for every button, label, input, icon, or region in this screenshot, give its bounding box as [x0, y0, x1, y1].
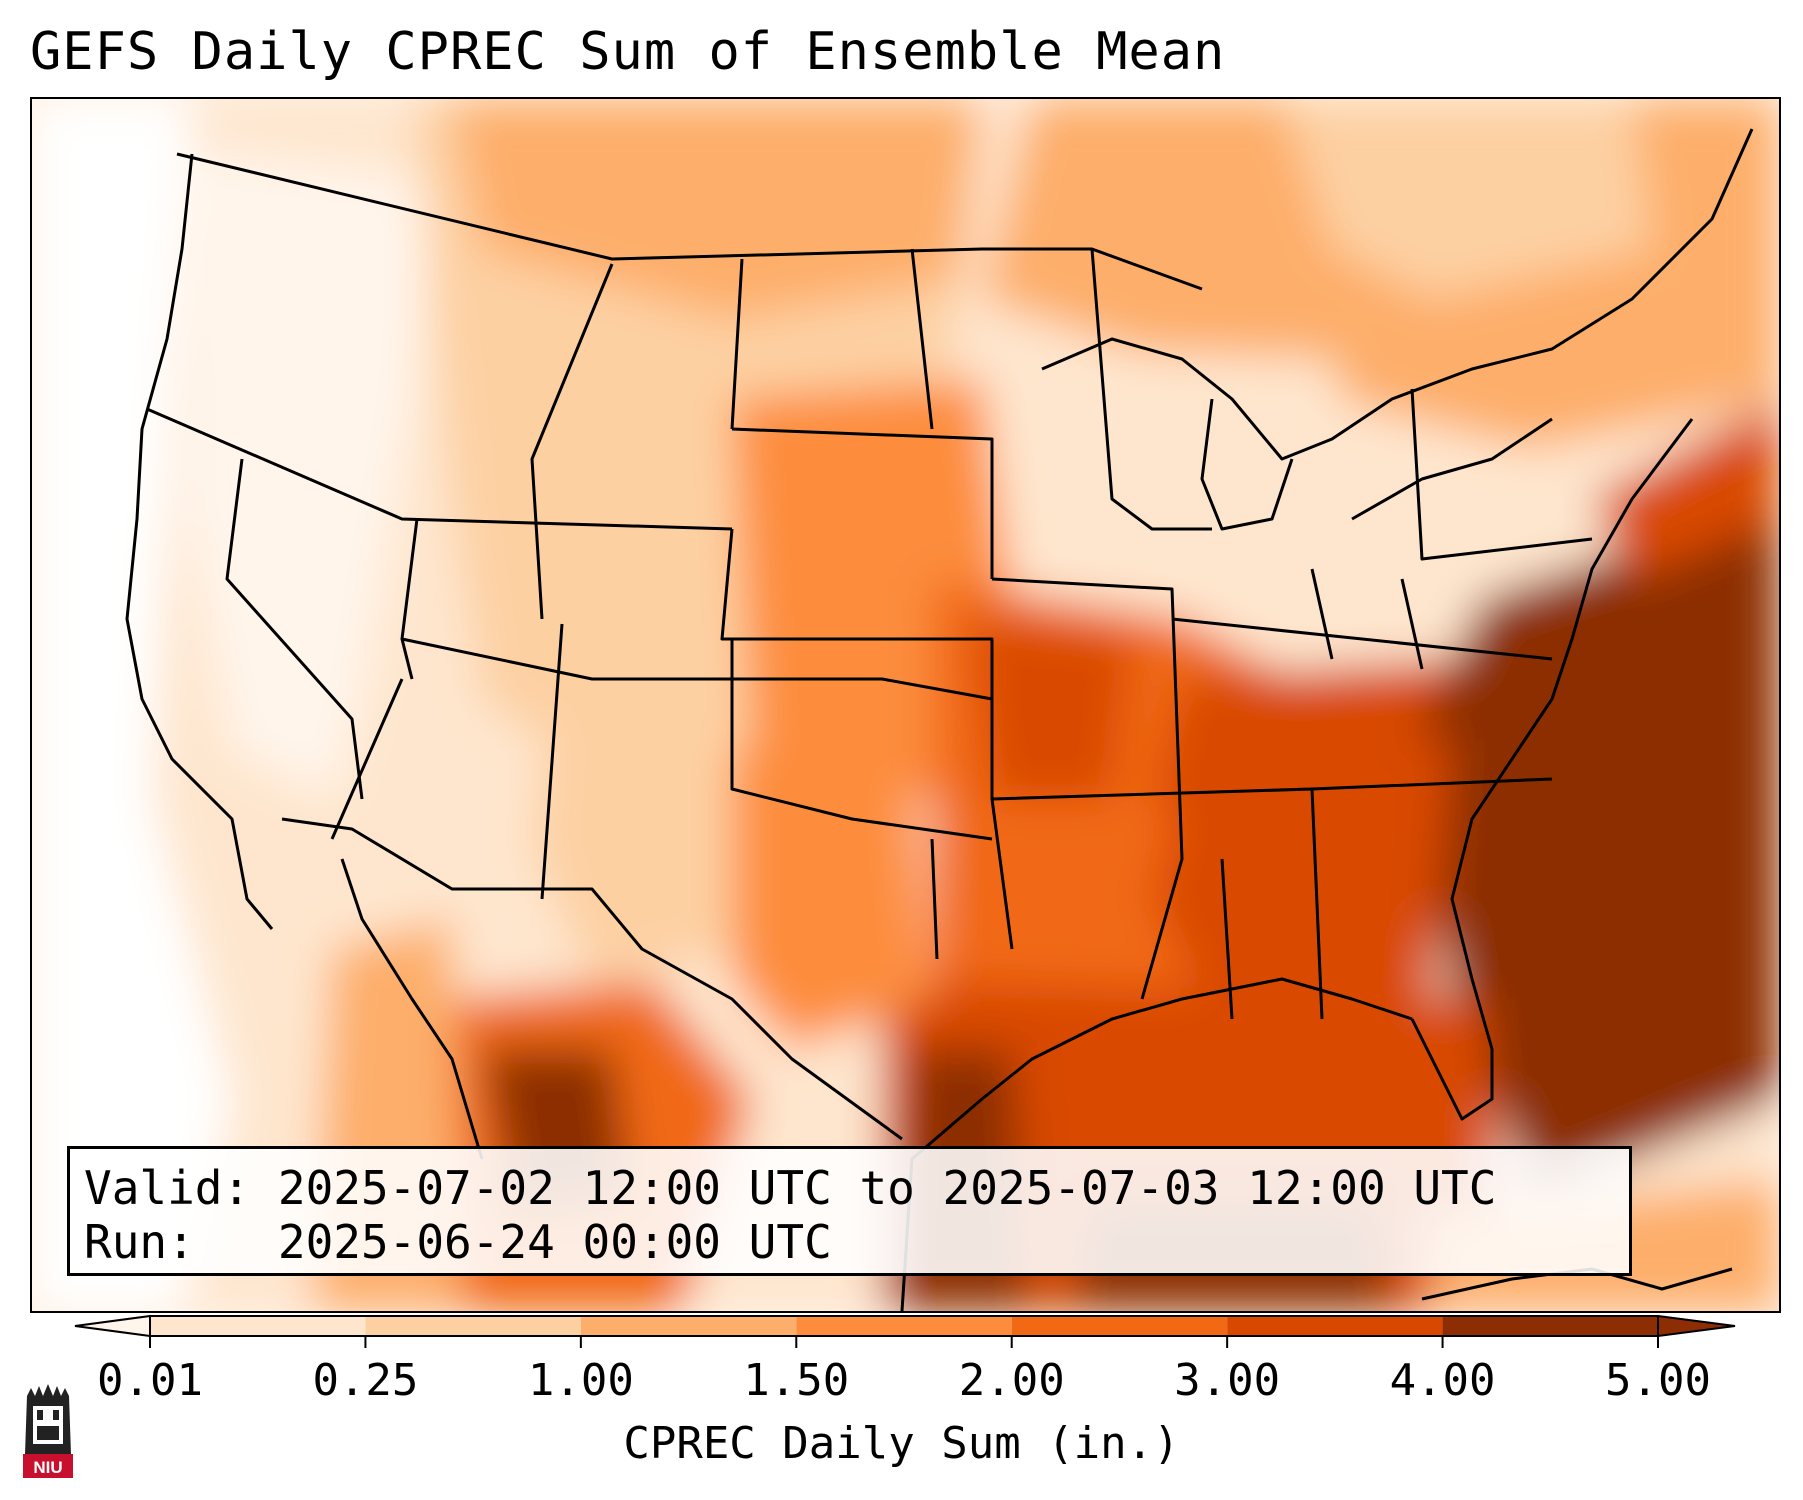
colorbar-segment — [150, 1316, 366, 1336]
colorbar-extend-min — [74, 1314, 151, 1338]
colorbar-label: CPREC Daily Sum (in.) — [623, 1418, 1180, 1469]
colorbar-tick-label: 4.00 — [1389, 1355, 1496, 1406]
colorbar-segment — [365, 1316, 581, 1336]
map-title: GEFS Daily CPREC Sum of Ensemble Mean — [30, 22, 1226, 82]
colorbar-tick-label: 0.01 — [97, 1355, 203, 1406]
colorbar-frame — [149, 1315, 1659, 1337]
svg-text:NIU: NIU — [33, 1458, 62, 1477]
boundaries — [125, 128, 1754, 1311]
valid-value: 2025-07-02 12:00 UTC to 2025-07-03 12:00… — [277, 1161, 1497, 1215]
colorbar-tick-label: 5.00 — [1605, 1355, 1711, 1406]
colorbar-segment — [1442, 1316, 1658, 1336]
colorbar-tick-label: 0.25 — [312, 1355, 419, 1406]
colorbar-tick-label: 1.50 — [743, 1355, 850, 1406]
colorbar-tick-label: 3.00 — [1174, 1355, 1281, 1406]
valid-label: Valid: — [84, 1161, 251, 1215]
colorbar-segment — [796, 1316, 1012, 1336]
precipitation-map — [30, 97, 1781, 1313]
run-value: 2025-06-24 00:00 UTC — [277, 1215, 832, 1269]
colorbar-segment — [580, 1316, 797, 1336]
colorbar-extend-max — [1657, 1314, 1736, 1338]
colorbar-tick-label: 2.00 — [958, 1355, 1065, 1406]
run-label: Run: — [84, 1215, 195, 1269]
colorbar-segment — [1227, 1316, 1443, 1336]
colorbar-segment — [1011, 1316, 1228, 1336]
precipitation-shading — [32, 99, 1779, 1311]
valid-run-info-box: Valid: 2025-07-02 12:00 UTC to 2025-07-0… — [67, 1146, 1632, 1276]
colorbar-tick-label: 1.00 — [527, 1355, 634, 1406]
niu-logo: NIU — [19, 1382, 77, 1480]
